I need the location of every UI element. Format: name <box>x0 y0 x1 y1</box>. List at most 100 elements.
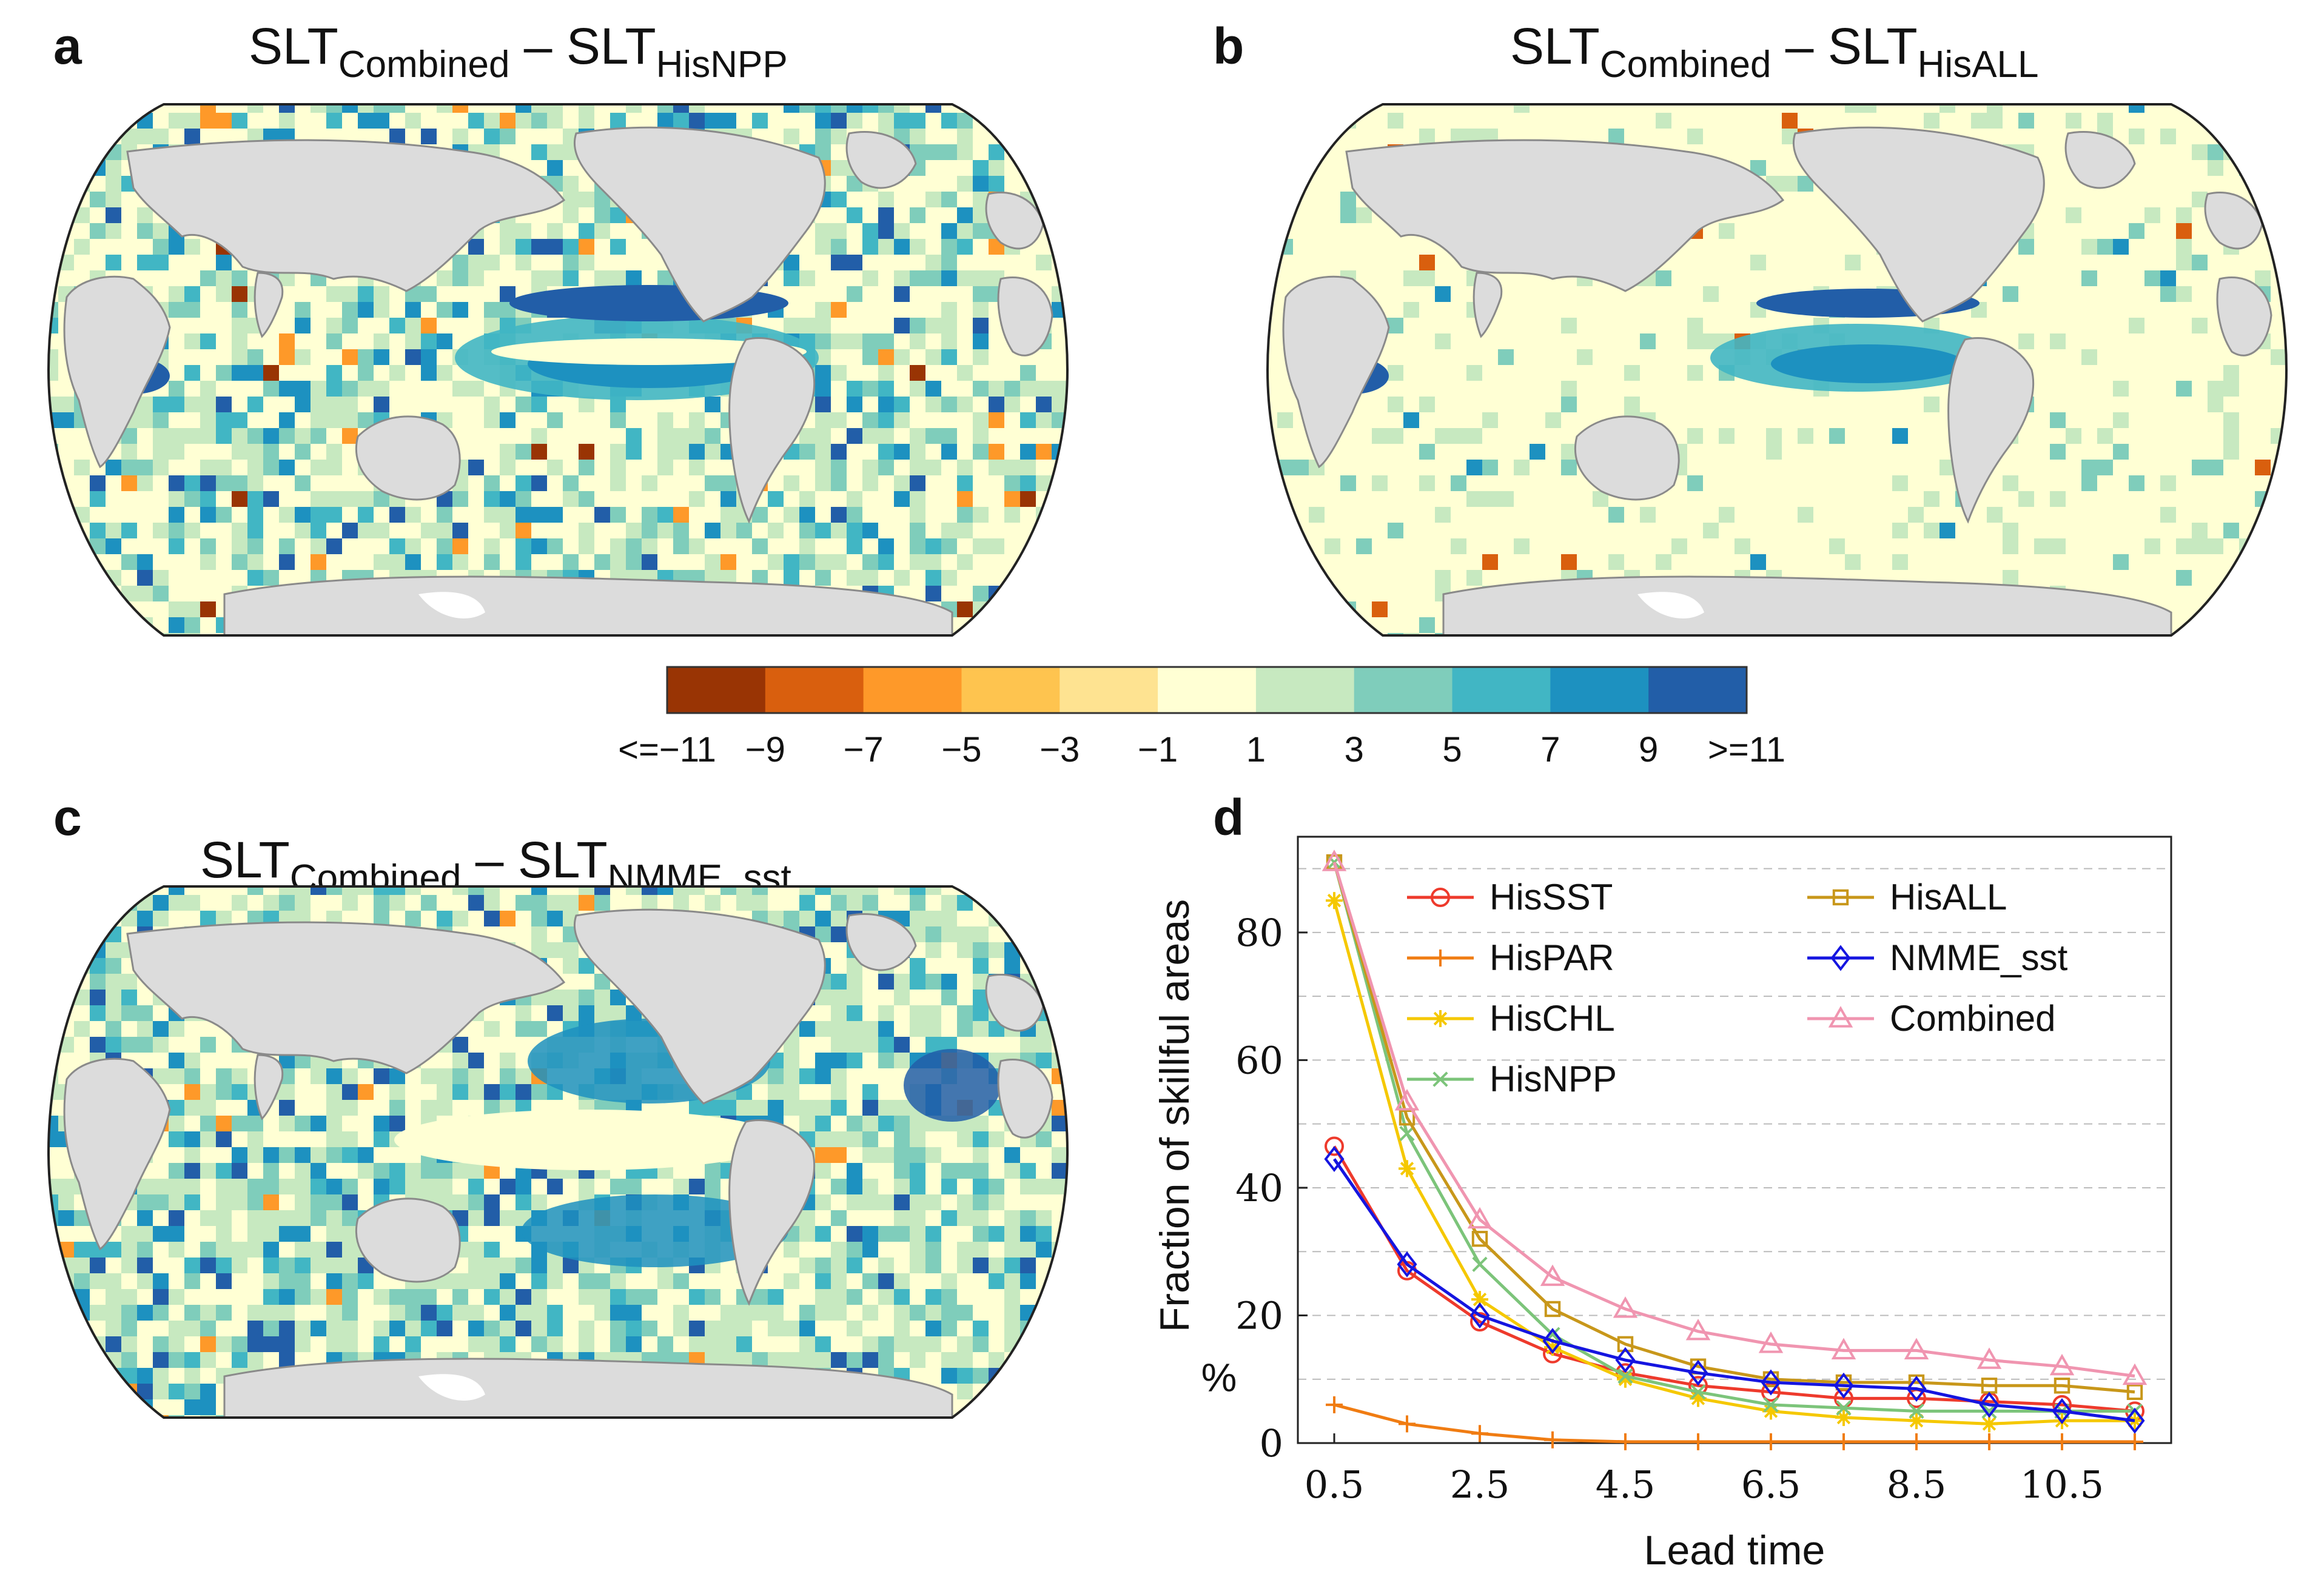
data-point <box>1399 1109 1416 1126</box>
data-point <box>1758 1331 1784 1353</box>
data-point <box>2054 1433 2070 1450</box>
data-point <box>1685 1318 1711 1341</box>
colorbar-frame <box>666 666 1748 714</box>
ocean-field <box>1268 104 2286 635</box>
colorbar: <=−11 −9 −7 −5 −3 −1 1 3 5 7 9 >=11 <box>618 666 1785 769</box>
legend: HisSST HisPAR HisCHL HisNPP HisALL NMME_sst Co… <box>1407 877 2068 1099</box>
title-dash: – SLT <box>461 831 608 888</box>
data-point <box>1617 1368 1633 1384</box>
line-chart: 0 20 40 60 80 0.5 2.5 4.5 6.5 8.5 10.5 Lead time Fra… <box>1152 836 2172 1573</box>
data-point <box>1540 1264 1565 1286</box>
data-point <box>1763 1397 1779 1413</box>
title-sub-hisnpp: HisNPP <box>656 44 788 85</box>
data-point <box>1322 849 1347 871</box>
title-sub-combined: Combined <box>1599 44 1772 85</box>
data-point <box>1830 945 1851 971</box>
colorbar-swatch <box>1255 667 1355 713</box>
colorbar-swatch <box>667 667 766 713</box>
y-tick-label: 0 <box>1260 1421 1283 1465</box>
data-point <box>2049 1353 2075 1376</box>
data-point <box>2126 1433 2143 1450</box>
data-point <box>1761 1369 1781 1396</box>
y-tick-label: 20 <box>1235 1293 1283 1338</box>
series-hisall <box>1326 854 2143 1400</box>
colorbar-label: −7 <box>844 730 884 769</box>
colorbar-swatch <box>863 667 962 713</box>
legend-item: Combined <box>1807 998 2056 1039</box>
map-b-title: SLTCombined – SLTHisALL <box>1510 17 2039 86</box>
series-hispar <box>1326 1396 2143 1450</box>
data-point <box>1835 1433 1852 1450</box>
data-point <box>2124 1407 2145 1434</box>
map-outline <box>47 103 1069 637</box>
y-tick-label: 80 <box>1235 911 1283 955</box>
colorbar-label: 1 <box>1246 730 1266 769</box>
title-sub-combined: Combined <box>338 44 510 85</box>
data-point <box>1471 1291 1488 1308</box>
data-point <box>1613 1296 1638 1318</box>
data-point <box>1976 1347 2002 1369</box>
x-tick-label: 6.5 <box>1741 1462 1801 1507</box>
legend-item: HisNPP <box>1407 1059 1617 1099</box>
legend-item: HisPAR <box>1407 937 1614 978</box>
data-point <box>1835 1408 1852 1426</box>
y-tick-label: 40 <box>1235 1166 1283 1210</box>
legend-label: HisNPP <box>1489 1059 1617 1099</box>
title-slt: SLT <box>249 18 338 75</box>
data-point <box>1394 1089 1420 1111</box>
series-line <box>1332 862 2135 1413</box>
data-point <box>1470 1312 1489 1331</box>
title-dash: – SLT <box>509 18 656 75</box>
panel-a-letter: a <box>53 18 82 75</box>
ocean-field <box>49 104 1067 635</box>
map-a-title: SLTCombined – SLTHisNPP <box>249 17 788 86</box>
colorbar-swatch <box>961 667 1060 713</box>
legend-label: HisPAR <box>1489 937 1614 978</box>
data-point <box>1690 1390 1707 1407</box>
series-line <box>1332 862 2135 1378</box>
data-point <box>1762 1402 1779 1420</box>
colorbar-swatch <box>765 667 864 713</box>
data-point <box>2126 1384 2143 1400</box>
data-point <box>1431 888 1450 907</box>
x-tick-label: 10.5 <box>2020 1462 2104 1507</box>
colorbar-label: 9 <box>1639 730 1658 769</box>
data-point <box>1324 1146 1345 1173</box>
data-point <box>2054 1378 2070 1394</box>
colorbar-label: −3 <box>1039 730 1080 769</box>
data-point <box>1828 1006 1853 1028</box>
colorbar-swatch <box>1648 667 1747 713</box>
data-point <box>1432 1010 1449 1027</box>
y-axis-unit: % <box>1201 1355 1237 1400</box>
panel-d-letter: d <box>1213 789 1244 846</box>
data-point <box>1832 889 1849 906</box>
data-point <box>1690 1433 1707 1450</box>
data-point <box>1471 1425 1488 1442</box>
colorbar-label: −5 <box>941 730 981 769</box>
data-point <box>1762 1433 1779 1450</box>
colorbar-swatch <box>1060 667 1158 713</box>
legend-item: HisCHL <box>1407 998 1615 1039</box>
legend-item: HisSST <box>1407 877 1613 917</box>
colorbar-label: −1 <box>1138 730 1178 769</box>
data-point <box>1432 1071 1448 1087</box>
x-tick-label: 2.5 <box>1450 1462 1510 1507</box>
data-point <box>1544 1431 1561 1449</box>
colorbar-swatch <box>1550 667 1649 713</box>
legend-label: HisALL <box>1890 877 2007 917</box>
map-b <box>1266 103 2288 637</box>
data-point <box>1688 1359 1708 1386</box>
landmasses <box>1282 126 2272 635</box>
series-line <box>1332 900 2135 1425</box>
data-point <box>1833 1372 1854 1399</box>
data-point <box>1836 1400 1852 1416</box>
data-point <box>2122 1363 2148 1385</box>
y-tick-label: 60 <box>1235 1038 1283 1082</box>
data-point <box>1908 1433 1925 1450</box>
data-point <box>2052 1398 2072 1424</box>
colorbar-swatch <box>1354 667 1453 713</box>
data-point <box>1909 1403 1924 1419</box>
data-point <box>1544 1301 1561 1318</box>
series-line <box>1332 1145 2135 1413</box>
series-combined <box>1322 849 2148 1385</box>
